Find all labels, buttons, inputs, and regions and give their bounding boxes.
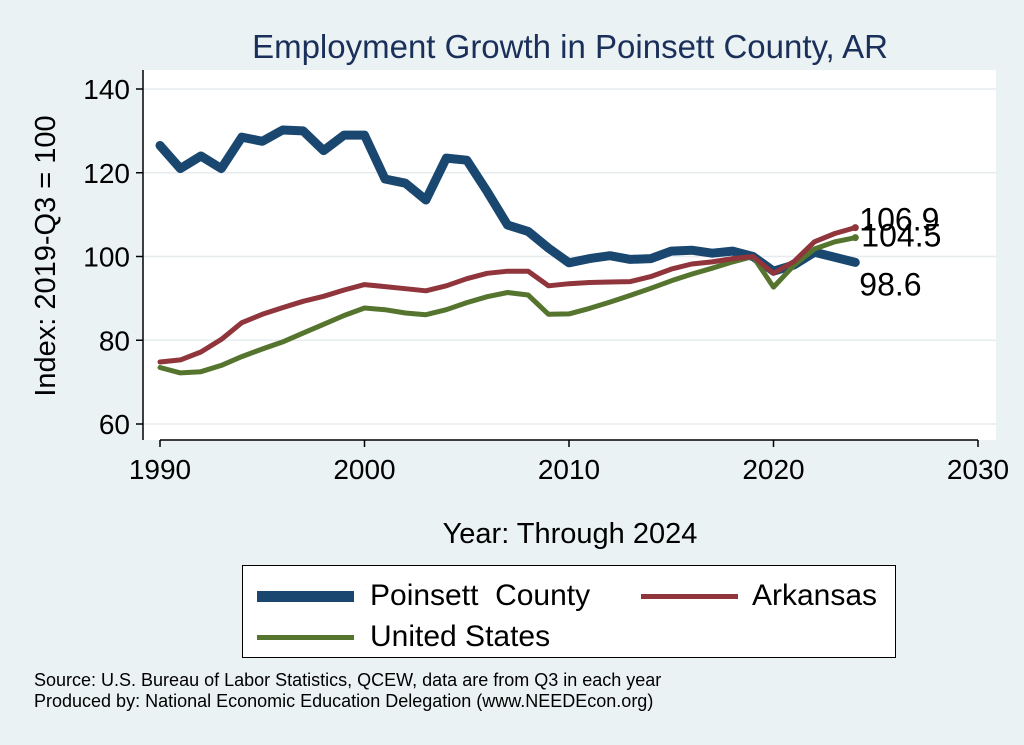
legend-label-us: United States [370, 620, 551, 653]
source-line: Source: U.S. Bureau of Labor Statistics,… [34, 670, 662, 690]
plot-area [143, 70, 996, 440]
legend-item-us: United States [257, 620, 550, 654]
x-tick-label: 2000 [333, 454, 395, 485]
end-point-0 [851, 258, 859, 266]
y-tick-label: 120 [83, 158, 130, 189]
y-tick-label: 140 [83, 74, 130, 105]
legend-swatch-arkansas [641, 593, 738, 599]
x-tick-label: 2010 [538, 454, 600, 485]
legend: Poinsett County Arkansas United States [242, 565, 896, 658]
end-label-1: 106.9 [859, 202, 939, 238]
legend-label-poinsett: Poinsett County [370, 579, 591, 612]
legend-swatch-poinsett [257, 590, 354, 602]
end-label-2: 104.5 [861, 218, 941, 254]
source-note: Source: U.S. Bureau of Labor Statistics,… [34, 670, 661, 712]
legend-label-arkansas: Arkansas [752, 579, 878, 612]
end-point-2 [851, 234, 859, 242]
legend-item-poinsett: Poinsett County [257, 579, 590, 613]
y-tick-label: 80 [99, 325, 130, 356]
series-line-1 [157, 225, 858, 365]
y-axis-label: Index: 2019-Q3 = 100 [30, 115, 62, 396]
y-tick-label: 60 [99, 409, 130, 440]
x-tick-label: 2030 [947, 454, 1009, 485]
legend-swatch-us [257, 634, 354, 640]
series-lines [155, 125, 860, 376]
x-axis-label: Year: Through 2024 [443, 518, 698, 550]
chart-title: Employment Growth in Poinsett County, AR [252, 28, 888, 65]
x-tick-label: 1990 [129, 454, 191, 485]
producer-line: Produced by: National Economic Education… [34, 691, 654, 711]
axes: 60 80 100 120 140 1990 2000 2010 2020 2030 [83, 70, 1009, 485]
end-point-1 [851, 224, 859, 232]
end-label-0: 98.6 [859, 266, 921, 302]
legend-item-arkansas: Arkansas [641, 579, 877, 613]
x-tick-label: 2020 [742, 454, 804, 485]
series-line-0 [155, 125, 860, 276]
y-tick-label: 100 [83, 242, 130, 273]
